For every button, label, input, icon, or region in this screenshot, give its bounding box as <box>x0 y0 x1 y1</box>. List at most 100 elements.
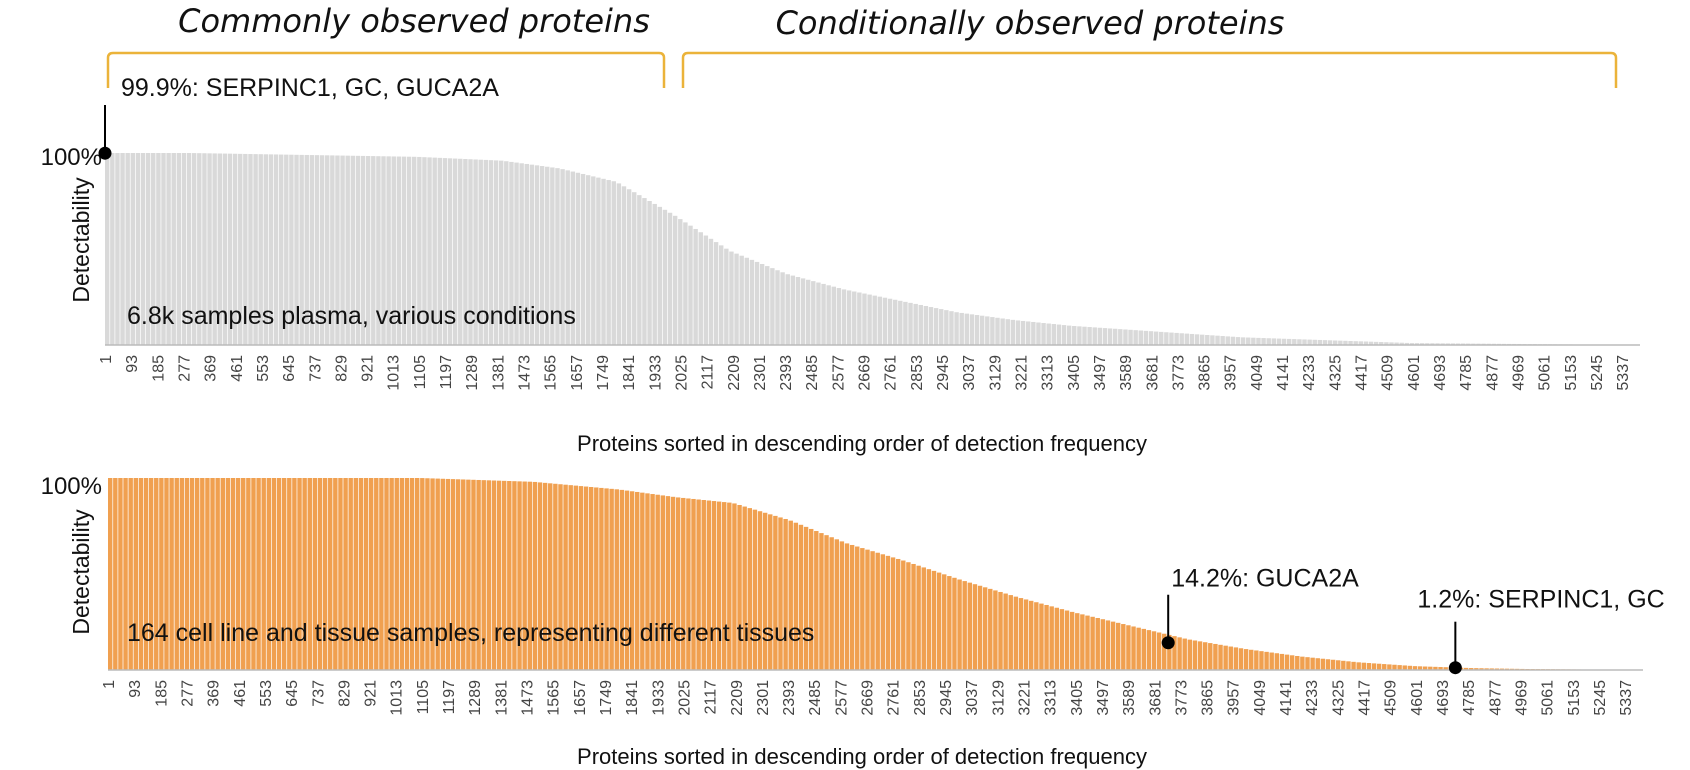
tissues-bar <box>481 480 486 670</box>
tissues-bar <box>583 486 589 670</box>
plasma-bar <box>1128 329 1133 345</box>
tissues-bar <box>640 492 645 670</box>
plasma-bar <box>1368 341 1374 345</box>
plasma-bar <box>1010 319 1016 345</box>
plasma-bar <box>708 238 714 345</box>
tissues-bar <box>246 478 251 670</box>
tissues-bar <box>803 526 809 670</box>
tissues-bar <box>404 478 410 670</box>
plasma-bar <box>1118 329 1123 345</box>
tissues-bar <box>189 478 195 670</box>
plasma-tick-label: 1749 <box>595 355 612 391</box>
plasma-bar <box>135 153 141 345</box>
tissues-tick-label: 4141 <box>1278 680 1295 716</box>
header-common: Commonly observed proteins <box>178 2 650 40</box>
plasma-bar <box>642 198 647 345</box>
plasma-bar <box>1061 325 1067 345</box>
plasma-bar <box>268 154 274 345</box>
tissues-bar <box>1115 622 1121 670</box>
plasma-bar <box>493 160 499 345</box>
plasma-bar <box>191 153 197 345</box>
tissues-tick-label: 4325 <box>1330 680 1347 716</box>
tissues-bar <box>778 517 783 670</box>
tissues-bar <box>384 478 389 670</box>
plasma-bar <box>227 153 233 345</box>
plasma-bar <box>1159 331 1164 345</box>
plasma-bar <box>273 154 279 345</box>
tissues-ticks: 1 93 185 277 369 461 553 645 737 829 921 1013 1105 11… <box>101 680 1635 716</box>
tissues-tick-label: 737 <box>310 680 327 707</box>
plasma-bar <box>1087 327 1092 345</box>
plasma-bar <box>202 153 207 345</box>
tissues-tick-label: 1749 <box>598 680 615 716</box>
tissues-bar <box>542 482 548 670</box>
plasma-bar <box>1317 339 1323 345</box>
plasma-tick-label: 1013 <box>386 355 403 391</box>
plasma-bar <box>739 255 744 345</box>
tissues-tick-label: 4785 <box>1461 680 1478 716</box>
plasma-tick-label: 1841 <box>621 355 638 391</box>
tissues-bar <box>711 501 717 670</box>
tissues-bar <box>251 478 256 670</box>
plasma-bar <box>678 219 683 345</box>
tissues-bar <box>829 537 834 670</box>
tissues-bar <box>1320 658 1326 670</box>
tissues-bar <box>609 488 614 670</box>
tissues-bar <box>1428 666 1433 670</box>
plasma-tick-label: 2393 <box>778 355 795 391</box>
tissues-bar <box>962 581 967 670</box>
tissues-tick-label: 1 <box>101 680 118 689</box>
tissues-bar <box>1075 613 1080 670</box>
tissues-bar <box>701 500 706 670</box>
tissues-bar <box>1090 616 1095 670</box>
plasma-tick-label: 4417 <box>1354 355 1371 391</box>
tissues-bar <box>1387 664 1392 670</box>
plasma-tick-label: 3313 <box>1040 355 1057 391</box>
plasma-bar <box>1425 343 1430 345</box>
plasma-bar <box>570 171 576 345</box>
tissues-annotation-dot <box>1161 636 1175 650</box>
plasma-bar <box>928 307 934 345</box>
tissues-annotations: 14.2%: GUCA2A 1.2%: SERPINC1, GC <box>1161 565 1665 675</box>
plasma-tick-label: 3773 <box>1170 355 1187 391</box>
tissues-tick-label: 461 <box>232 680 249 707</box>
plasma-bar <box>289 154 294 345</box>
tissues-bar <box>1049 606 1054 670</box>
tissues-bar <box>558 484 563 670</box>
plasma-tick-label: 2117 <box>700 355 717 390</box>
plasma-bar <box>1251 337 1256 345</box>
tissues-bar <box>328 478 333 670</box>
plasma-bar <box>330 155 335 345</box>
plasma-bar <box>1455 343 1461 345</box>
plasma-bar <box>1031 321 1036 345</box>
plasma-bar <box>1199 334 1205 345</box>
plasma-tick-label: 737 <box>307 355 324 382</box>
tissues-bar <box>855 546 860 670</box>
tissues-bar <box>952 577 957 670</box>
tissues-bar <box>148 478 154 670</box>
tissues-bar <box>1438 667 1443 670</box>
plasma-bar <box>616 183 622 345</box>
plasma-bar <box>995 317 1000 345</box>
tissues-bar <box>972 584 978 670</box>
tissues-bar <box>379 478 384 670</box>
plasma-bar <box>841 289 847 345</box>
tissues-ylabel: Detectability <box>68 509 94 635</box>
tissues-bar <box>1443 667 1448 670</box>
plasma-bar <box>765 266 770 345</box>
plasma-bar <box>606 180 611 345</box>
tissues-tick-label: 3497 <box>1095 680 1112 716</box>
plasma-bar <box>207 153 212 345</box>
tissues-bar <box>184 478 190 670</box>
plasma-tick-label: 2209 <box>726 355 743 391</box>
plasma-bar <box>1210 335 1215 345</box>
tissues-bar <box>936 572 942 670</box>
plasma-bar <box>1435 343 1440 345</box>
tissues-bar <box>455 479 461 670</box>
plasma-bar <box>775 270 780 345</box>
plasma-tick-label: 3589 <box>1118 355 1135 391</box>
tissues-bar <box>491 480 497 670</box>
plasma-bar <box>933 308 939 345</box>
plasma-tick-label: 4785 <box>1458 355 1475 391</box>
plasma-bar <box>360 155 366 345</box>
